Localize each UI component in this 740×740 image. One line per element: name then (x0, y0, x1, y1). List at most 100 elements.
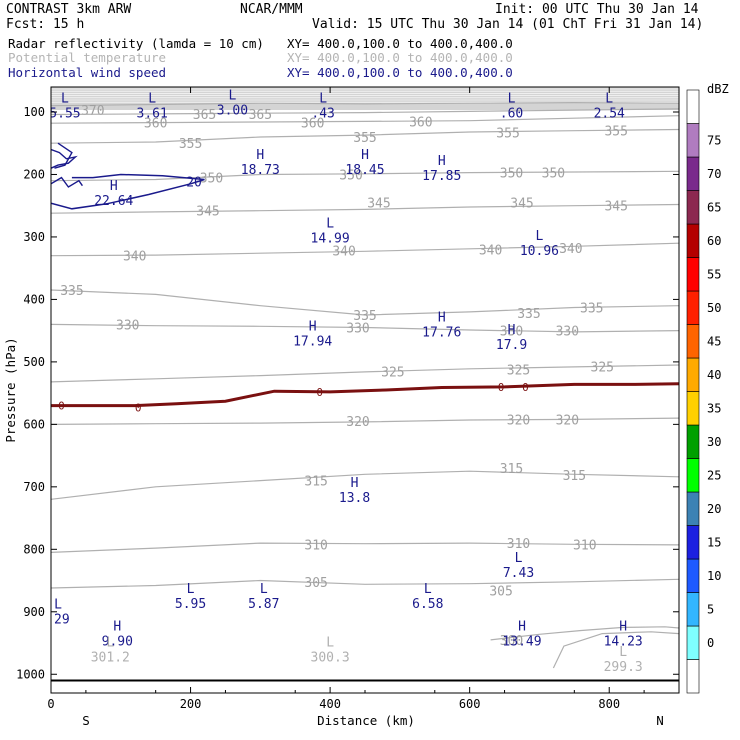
theta-contour-label: 340 (123, 250, 146, 265)
y-tick-label: 1000 (16, 667, 45, 681)
theta-contour-335 (51, 289, 679, 316)
wind-extremum: L5.87 (248, 582, 279, 612)
extremum-type: L (106, 636, 114, 651)
extremum-type: H (351, 476, 359, 491)
colorbar-label: 15 (707, 535, 721, 549)
extremum-value: 3.61 (137, 107, 168, 122)
axes: 0 200 400 600 800100200300400500600700800900… (16, 87, 679, 711)
init-time: Init: 00 UTC Thu 30 Jan 14 (495, 2, 699, 17)
reflectivity-contour-label: 0 (135, 401, 142, 414)
theta-contour-label: 315 (304, 475, 327, 490)
extremum-value: 13.49 (502, 635, 541, 650)
theta-contour-label: 320 (346, 415, 369, 430)
theta-contour-label: 365 (249, 108, 272, 123)
theta-contour-label: 315 (563, 469, 586, 484)
extremum-value: 17.94 (293, 335, 332, 350)
theta-contour-label: 350 (500, 167, 523, 182)
extremum-value: 10.96 (520, 244, 559, 259)
colorbar-swatch (686, 391, 700, 426)
theta-contour-label: 330 (346, 322, 369, 337)
extremum-value: 6.58 (412, 597, 443, 612)
extremum-type: H (256, 148, 264, 163)
colorbar-swatch (686, 458, 700, 493)
extremum-type: L (424, 582, 432, 597)
field-label-wind: Horizontal wind speed (8, 65, 166, 80)
reflectivity-contour-0 (51, 382, 679, 408)
wind-extremum: H17.9 (496, 323, 527, 353)
extremum-value: 5.55 (49, 107, 80, 122)
colorbar-label: 60 (707, 234, 721, 248)
theta-contour-label: 340 (332, 245, 355, 260)
wind-extremum: H17.76 (422, 310, 461, 340)
extremum-type: H (113, 620, 121, 635)
extremum-value: 5.95 (175, 597, 206, 612)
wind-extremum: L.29 (51, 598, 70, 628)
wind-extremum: L5.55 (49, 92, 81, 122)
colorbar-swatch (686, 491, 700, 526)
colorbar-swatch (686, 257, 700, 292)
extremum-type: L (54, 598, 62, 613)
y-tick-label: 500 (23, 355, 45, 369)
y-tick-label: 400 (23, 292, 45, 306)
theta-contour-label: 330 (116, 318, 139, 333)
wind-extremum: L3.00 (217, 88, 248, 118)
theta-contour-closed (552, 631, 679, 669)
colorbar: dBZ 0 5 10 15 20 25 30 35 40 45 50 55 60 65 70 75 (686, 82, 729, 694)
extremum-type: L (229, 88, 237, 103)
extremum-type: L (508, 92, 516, 107)
model-name: CONTRAST 3km ARW (6, 2, 131, 17)
theta-contour-label: 350 (200, 172, 223, 187)
extremum-value: 2.54 (594, 107, 625, 122)
colorbar-swatch (686, 123, 700, 158)
extremum-value: 9.90 (102, 635, 133, 650)
theta-contour-label: 350 (542, 167, 565, 182)
wind-contour-small (51, 148, 78, 169)
extremum-value: 13.8 (339, 491, 370, 506)
wind-extremum: L3.61 (137, 92, 168, 122)
forecast-hour: Fcst: 15 h (6, 17, 84, 32)
theta-contour-label: 340 (559, 242, 582, 257)
wind-extremum: H14.23 (604, 620, 643, 650)
theta-contour-label: 345 (196, 205, 219, 220)
y-tick-label: 600 (23, 417, 45, 431)
theta-contour-label: 345 (367, 197, 390, 212)
theta-contour-320 (51, 417, 679, 425)
colorbar-swatch (686, 324, 700, 359)
colorbar-swatch (686, 190, 700, 225)
theta-contour-345 (51, 203, 679, 214)
x-tick-label: 600 (459, 697, 481, 711)
extremum-type: H (110, 179, 118, 194)
extremum-type: L (260, 582, 268, 597)
reflectivity-contour-label: 0 (498, 381, 505, 394)
colorbar-swatch (686, 357, 700, 392)
wind-extremum: H17.94 (293, 320, 332, 350)
colorbar-swatch (686, 592, 700, 627)
extremum-type: L (326, 217, 334, 232)
theta-contour-label: 320 (556, 413, 579, 428)
extremum-type: L (605, 92, 613, 107)
theta-contour-label: 325 (591, 360, 614, 375)
theta-contour-300 (490, 626, 679, 641)
extremum-type: H (361, 148, 369, 163)
colorbar-label: 25 (707, 468, 721, 482)
theta-contour-label: 335 (60, 284, 83, 299)
theta-contour-label: 320 (507, 413, 530, 428)
valid-time: Valid: 15 UTC Thu 30 Jan 14 (01 ChT Fri … (312, 17, 703, 32)
theta-contour-label: 345 (604, 200, 627, 215)
theta-contour-370 (51, 101, 679, 107)
extremum-value: 301.2 (91, 651, 130, 666)
field-label-reflectivity: Radar reflectivity (lamda = 10 cm) (8, 36, 264, 51)
extremum-type: H (438, 154, 446, 169)
theta-contour-330 (51, 323, 679, 333)
extremum-value: 7.43 (503, 566, 534, 581)
x-tick-label: 200 (180, 697, 202, 711)
reflectivity-contour-label: 0 (316, 386, 323, 399)
theta-contour-340 (51, 242, 679, 257)
extremum-value: .43 (311, 107, 334, 122)
extremum-type: H (438, 310, 446, 325)
theta-contour-label: 305 (489, 585, 512, 600)
x-tick-label: 800 (598, 697, 620, 711)
colorbar-label: 50 (707, 301, 721, 315)
